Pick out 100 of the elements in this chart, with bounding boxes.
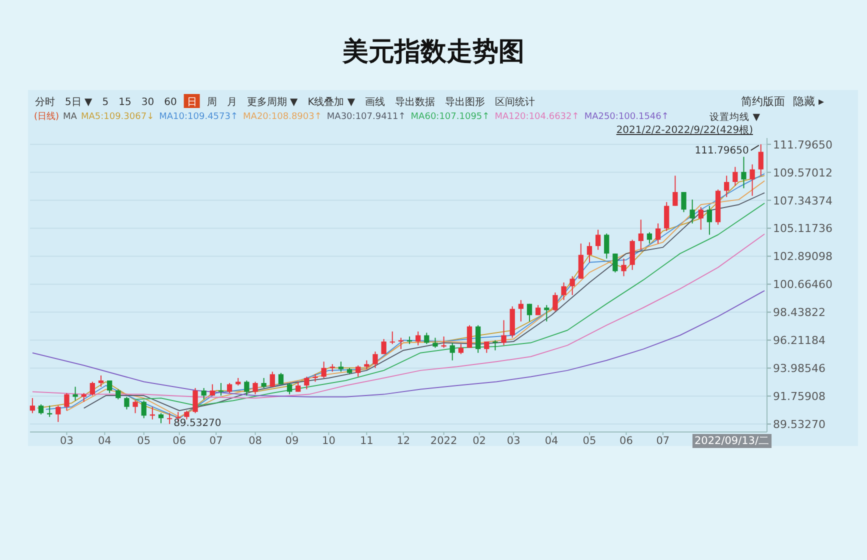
y-tick-label: 98.43822	[773, 306, 826, 320]
x-tick-label: 12	[396, 435, 410, 447]
candlestick	[604, 232, 610, 260]
candlestick	[432, 337, 438, 348]
text: 月	[226, 97, 237, 108]
x-tick-label: 06	[620, 435, 634, 447]
candlestick	[158, 412, 164, 424]
candlestick	[416, 330, 421, 346]
candlestick	[98, 374, 104, 388]
text: 导出数据	[395, 96, 436, 108]
candlestick	[141, 400, 146, 419]
x-tick-label: 09	[285, 435, 299, 447]
candlestick	[424, 332, 430, 345]
y-tick-label: 105.11736	[773, 222, 832, 236]
candlestick	[484, 341, 490, 354]
x-tick-label: 11	[360, 435, 374, 447]
candlestick	[244, 380, 250, 396]
candlestick	[672, 175, 678, 206]
text: 30	[141, 97, 154, 108]
y-tick-label: 109.57012	[773, 166, 832, 180]
candlestick	[518, 300, 524, 322]
text: 周	[206, 97, 217, 108]
candlestick	[107, 380, 112, 394]
text: 2022/09/13/二	[694, 435, 770, 447]
candlestick	[741, 156, 746, 189]
candlestick	[56, 405, 61, 422]
candlestick	[758, 144, 764, 176]
candlestick	[296, 381, 301, 392]
candlestick	[226, 382, 232, 394]
text: K线叠加 ▼	[308, 96, 356, 108]
x-tick-label: 04	[98, 435, 112, 447]
text: MA5:109.3067↓	[80, 112, 154, 122]
text: 分时	[35, 96, 55, 108]
candlestick	[570, 276, 575, 296]
text: 60	[164, 97, 177, 108]
candlestick	[30, 398, 36, 414]
candlestick	[278, 372, 284, 385]
candlestick	[750, 164, 755, 196]
candlestick	[561, 282, 566, 301]
x-tick-label: 07	[209, 435, 223, 447]
candlestick	[646, 232, 652, 244]
text: 2021/2/2-2022/9/22(429根)	[616, 124, 754, 136]
text: 区间统计	[495, 96, 536, 108]
text: MA60:107.1095↑	[410, 112, 490, 122]
candlestick	[526, 303, 532, 322]
x-tick-label: 04	[544, 435, 559, 447]
candlestick	[476, 324, 481, 354]
candlestick	[458, 344, 464, 355]
candlestick	[261, 377, 266, 389]
y-tick-label: 107.34374	[773, 194, 832, 208]
candlestick	[655, 222, 661, 244]
candlestick	[116, 388, 121, 400]
candlestick	[124, 396, 130, 410]
text: 设置均线 ▼	[710, 111, 761, 123]
annotation: 111.79650	[694, 145, 749, 156]
candlestick	[586, 242, 592, 263]
candlestick	[630, 239, 635, 270]
text: 5日 ▼	[65, 97, 93, 108]
candlestick	[690, 199, 695, 224]
x-tick-label: 05	[137, 435, 151, 447]
candlestick	[38, 404, 44, 415]
text: 隐藏 ▸	[793, 95, 824, 108]
x-tick-label: 06	[172, 435, 186, 447]
candlestick	[372, 351, 378, 368]
candlestick	[595, 229, 601, 250]
y-tick-label: 91.75908	[773, 390, 826, 404]
candlestick	[612, 253, 618, 273]
candlestick	[47, 405, 52, 418]
candlestick	[638, 219, 644, 250]
y-tick-label: 102.89098	[773, 250, 832, 264]
candlestick	[166, 412, 172, 425]
candlestick	[390, 330, 395, 345]
candlestick	[218, 382, 224, 396]
text: MA	[63, 112, 78, 122]
candlestick	[252, 381, 258, 395]
candlestick	[286, 382, 292, 395]
text: MA10:109.4573↑	[159, 112, 238, 122]
candlestick	[552, 292, 558, 312]
candlestick	[321, 361, 326, 378]
text: MA120:104.6632↑	[494, 112, 580, 122]
candlestick	[201, 388, 206, 400]
text: MA20:108.8903↑	[243, 112, 322, 122]
y-tick-label: 100.66460	[773, 278, 832, 292]
y-tick-label: 93.98546	[773, 362, 826, 376]
text: 日	[186, 97, 197, 108]
x-tick-label: 10	[322, 435, 336, 447]
candlestick	[578, 243, 584, 280]
candlestick	[72, 386, 78, 402]
text: MA30:107.9411↑	[326, 112, 406, 122]
text: (日线)	[34, 111, 60, 122]
x-tick-label: 05	[582, 435, 596, 447]
candlestick	[664, 202, 670, 232]
candlestick	[698, 206, 704, 230]
text: 画线	[365, 96, 386, 108]
candlestick	[706, 205, 712, 236]
candlestick	[132, 400, 138, 414]
y-tick-label: 89.53270	[773, 418, 826, 432]
candlestick	[64, 392, 70, 412]
candlestick	[492, 340, 498, 351]
candlestick	[621, 258, 626, 277]
